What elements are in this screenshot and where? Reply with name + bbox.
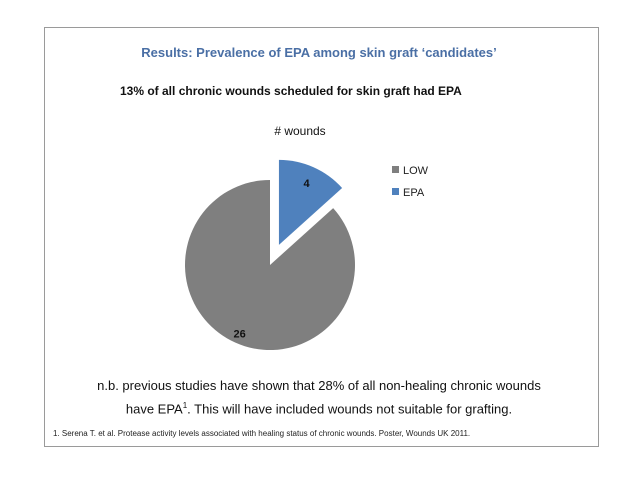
data-label-low: 26: [233, 328, 245, 340]
slide-frame: [44, 27, 599, 447]
note-line-2-b: . This will have included wounds not sui…: [187, 401, 513, 417]
legend-label-epa: EPA: [403, 187, 425, 199]
reference-footnote: 1. Serena T. et al. Protease activity le…: [53, 429, 471, 438]
data-label-epa: 4: [304, 178, 311, 190]
note-line-2-a: have EPA: [125, 401, 183, 417]
note-line-1: n.b. previous studies have shown that 28…: [97, 378, 541, 393]
pie-slice-low: [184, 180, 355, 351]
chart-title: # wounds: [274, 124, 325, 138]
legend-swatch-epa: [392, 188, 399, 195]
legend-label-low: LOW: [403, 165, 429, 177]
note-citation-superscript: 1: [182, 401, 188, 410]
legend-swatch-low: [392, 166, 399, 173]
note-line-2: have EPA1. This will have included wound…: [0, 396, 638, 419]
slide-subtitle: 13% of all chronic wounds scheduled for …: [120, 84, 462, 98]
pie-slice-epa: [278, 159, 343, 245]
slide-title: Results: Prevalence of EPA among skin gr…: [141, 45, 497, 60]
study-note: n.b. previous studies have shown that 28…: [0, 376, 638, 419]
